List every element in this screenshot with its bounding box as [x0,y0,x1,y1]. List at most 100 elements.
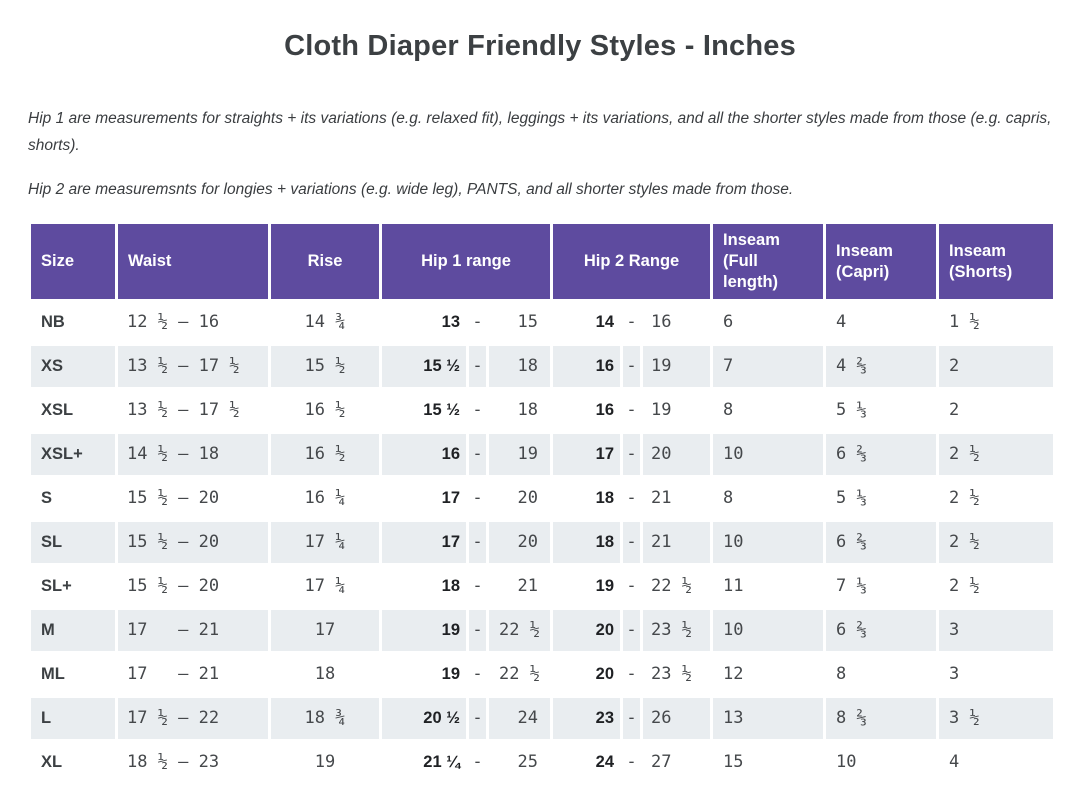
cell-hip2_min: 20 [550,607,624,654]
cell-hip2_max: 19 [640,343,714,390]
cell-hip1_min: 18 [379,563,469,610]
cell-inseam_shorts: 2 [936,343,1057,390]
cell-waist: 15 ½ – 20 [115,563,271,610]
cell-inseam_full: 12 [710,651,827,698]
cell-inseam_capri: 5 ⅓ [823,475,940,522]
cell-sep: - [620,519,644,566]
header-rise: Rise [268,221,382,302]
cell-sep: - [466,563,489,610]
cell-hip2_min: 19 [550,563,624,610]
cell-hip2_max: 26 [640,695,714,742]
cell-hip1_max: 20 [485,519,554,566]
cell-inseam_capri: 6 ⅔ [823,607,940,654]
cell-inseam_full: 10 [710,607,827,654]
cell-hip2_max: 27 [640,739,714,786]
cell-hip2_max: 22 ½ [640,563,714,610]
header-size: Size [28,221,118,302]
cell-rise: 18 ¾ [268,695,382,742]
header-hip2-range: Hip 2 Range [550,221,714,302]
cell-hip1_max: 19 [485,431,554,478]
cell-size: NB [28,299,118,346]
cell-hip1_max: 18 [485,387,554,434]
cell-hip2_max: 16 [640,299,714,346]
cell-sep: - [620,431,644,478]
cell-rise: 17 ¼ [268,563,382,610]
cell-inseam_capri: 5 ⅓ [823,387,940,434]
cell-inseam_shorts: 2 ½ [936,475,1057,522]
cell-rise: 19 [268,739,382,786]
cell-sep: - [620,651,644,698]
cell-inseam_full: 10 [710,519,827,566]
page-title: Cloth Diaper Friendly Styles - Inches [284,30,796,62]
cell-waist: 12 ½ – 16 [115,299,271,346]
header-hip1-range: Hip 1 range [378,221,554,302]
page: Cloth Diaper Friendly Styles - Inches Hi… [0,30,1080,792]
cell-waist: 17 – 21 [115,651,271,698]
cell-inseam_full: 8 [710,387,827,434]
cell-inseam_capri: 4 [823,299,940,346]
cell-waist: 13 ½ – 17 ½ [115,387,271,434]
cell-hip2_max: 23 ½ [640,651,714,698]
cell-size: M [28,607,118,654]
cell-rise: 18 [268,651,382,698]
cell-waist: 17 ½ – 22 [115,695,271,742]
cell-rise: 14 ¾ [268,299,382,346]
cell-sep: - [466,475,489,522]
cell-hip1_max: 22 ½ [485,651,554,698]
note-hip1: Hip 1 are measurements for straights + i… [28,110,1052,154]
cell-sep: - [620,299,644,346]
cell-inseam_full: 10 [710,431,827,478]
cell-inseam_full: 7 [710,343,827,390]
cell-waist: 18 ½ – 23 [115,739,271,786]
cell-hip1_max: 25 [485,739,554,786]
cell-inseam_full: 8 [710,475,827,522]
cell-size: XL [28,739,118,786]
cell-size: XSL+ [28,431,118,478]
cell-size: S [28,475,118,522]
cell-hip2_min: 18 [550,475,624,522]
cell-inseam_shorts: 2 ½ [936,563,1057,610]
cell-waist: 14 ½ – 18 [115,431,271,478]
cell-rise: 17 ¼ [268,519,382,566]
cell-inseam_capri: 10 [823,739,940,786]
cell-inseam_full: 6 [710,299,827,346]
header-inseam-full: Inseam (Full length) [710,221,827,302]
header-inseam-capri: Inseam (Capri) [823,221,940,302]
cell-hip1_max: 20 [485,475,554,522]
note-hip2: Hip 2 are measuremsnts for longies + var… [28,181,794,198]
cell-waist: 15 ½ – 20 [115,475,271,522]
header-inseam-shorts: Inseam (Shorts) [936,221,1057,302]
cell-hip2_min: 23 [550,695,624,742]
cell-hip1_max: 18 [485,343,554,390]
cell-hip1_min: 15 ½ [379,343,469,390]
cell-hip2_max: 21 [640,475,714,522]
cell-sep: - [466,695,489,742]
cell-sep: - [620,563,644,610]
cell-sep: - [466,387,489,434]
cell-hip2_max: 20 [640,431,714,478]
cell-size: L [28,695,118,742]
cell-inseam_full: 11 [710,563,827,610]
cell-inseam_capri: 7 ⅓ [823,563,940,610]
cell-inseam_full: 13 [710,695,827,742]
header-row: Size Waist Rise Hip 1 range Hip 2 Range … [28,221,1057,302]
cell-inseam_shorts: 2 ½ [936,519,1057,566]
notes-section: Hip 1 are measurements for straights + i… [28,105,1052,203]
cell-inseam_shorts: 3 ½ [936,695,1057,742]
cell-hip1_min: 19 [379,607,469,654]
cell-sep: - [466,299,489,346]
cell-waist: 17 – 21 [115,607,271,654]
cell-hip1_max: 15 [485,299,554,346]
cell-hip1_max: 21 [485,563,554,610]
cell-hip1_min: 17 [379,475,469,522]
cell-rise: 16 ½ [268,387,382,434]
cell-inseam_capri: 4 ⅔ [823,343,940,390]
cell-sep: - [466,431,489,478]
cell-inseam_shorts: 4 [936,739,1057,786]
cell-hip2_min: 16 [550,387,624,434]
cell-sep: - [466,607,489,654]
cell-hip2_min: 17 [550,431,624,478]
